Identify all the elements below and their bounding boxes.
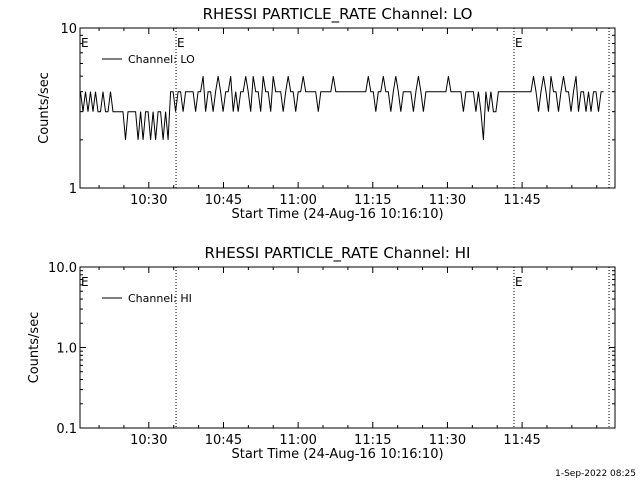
chart2-x-tick-label: 11:00 bbox=[279, 433, 316, 448]
chart2-y-axis-label: Counts/sec bbox=[27, 312, 42, 384]
chart1-event-label: E bbox=[177, 36, 185, 50]
footer-timestamp: 1-Sep-2022 08:25 bbox=[555, 469, 636, 479]
chart2-x-tick-label: 11:15 bbox=[354, 433, 391, 448]
chart1-x-tick-label: 10:45 bbox=[205, 193, 242, 208]
chart1-x-axis-label: Start Time (24-Aug-16 10:16:10) bbox=[231, 207, 443, 222]
chart1-x-tick-label: 11:45 bbox=[503, 193, 540, 208]
chart2-panel: RHESSI PARTICLE_RATE Channel: HI 10:30 10:… bbox=[27, 244, 616, 462]
chart1-event-label: E bbox=[515, 36, 523, 50]
chart1-y-tick-label: 1 bbox=[69, 182, 77, 197]
chart1-legend-label: Channel: LO bbox=[128, 53, 195, 66]
chart1-start-marker-label: E bbox=[81, 36, 89, 50]
chart2-x-tick-label: 10:30 bbox=[130, 433, 167, 448]
chart1-x-tick-label: 10:30 bbox=[130, 193, 167, 208]
chart1-title: RHESSI PARTICLE_RATE Channel: LO bbox=[203, 5, 473, 24]
chart1-series-line bbox=[80, 76, 604, 140]
chart2-start-marker-label: E bbox=[81, 275, 89, 289]
chart1-x-tick-label: 11:00 bbox=[279, 193, 316, 208]
chart2-legend-label: Channel: HI bbox=[128, 292, 192, 305]
chart2-x-tick-label: 10:45 bbox=[205, 433, 242, 448]
chart1-y-axis-label: Counts/sec bbox=[37, 72, 52, 144]
chart2-y-tick-label: 10.0 bbox=[48, 261, 77, 276]
chart1-x-tick-label: 11:30 bbox=[429, 193, 466, 208]
chart-panels: RHESSI PARTICLE_RATE Channel: LO 10:30 10:… bbox=[27, 5, 616, 462]
chart2-x-tick-label: 11:30 bbox=[429, 433, 466, 448]
chart1-x-tick-label: 11:15 bbox=[354, 193, 391, 208]
chart2-x-axis-label: Start Time (24-Aug-16 10:16:10) bbox=[231, 447, 443, 462]
chart2-title: RHESSI PARTICLE_RATE Channel: HI bbox=[205, 244, 471, 263]
chart2-y-tick-label: 0.1 bbox=[56, 422, 77, 437]
chart2-x-tick-label: 11:45 bbox=[503, 433, 540, 448]
chart2-y-tick-label: 1.0 bbox=[56, 342, 77, 357]
chart1-y-tick-label: 10 bbox=[60, 22, 77, 37]
chart2-event-label: E bbox=[515, 275, 523, 289]
chart1-panel: RHESSI PARTICLE_RATE Channel: LO 10:30 10:… bbox=[37, 5, 616, 222]
